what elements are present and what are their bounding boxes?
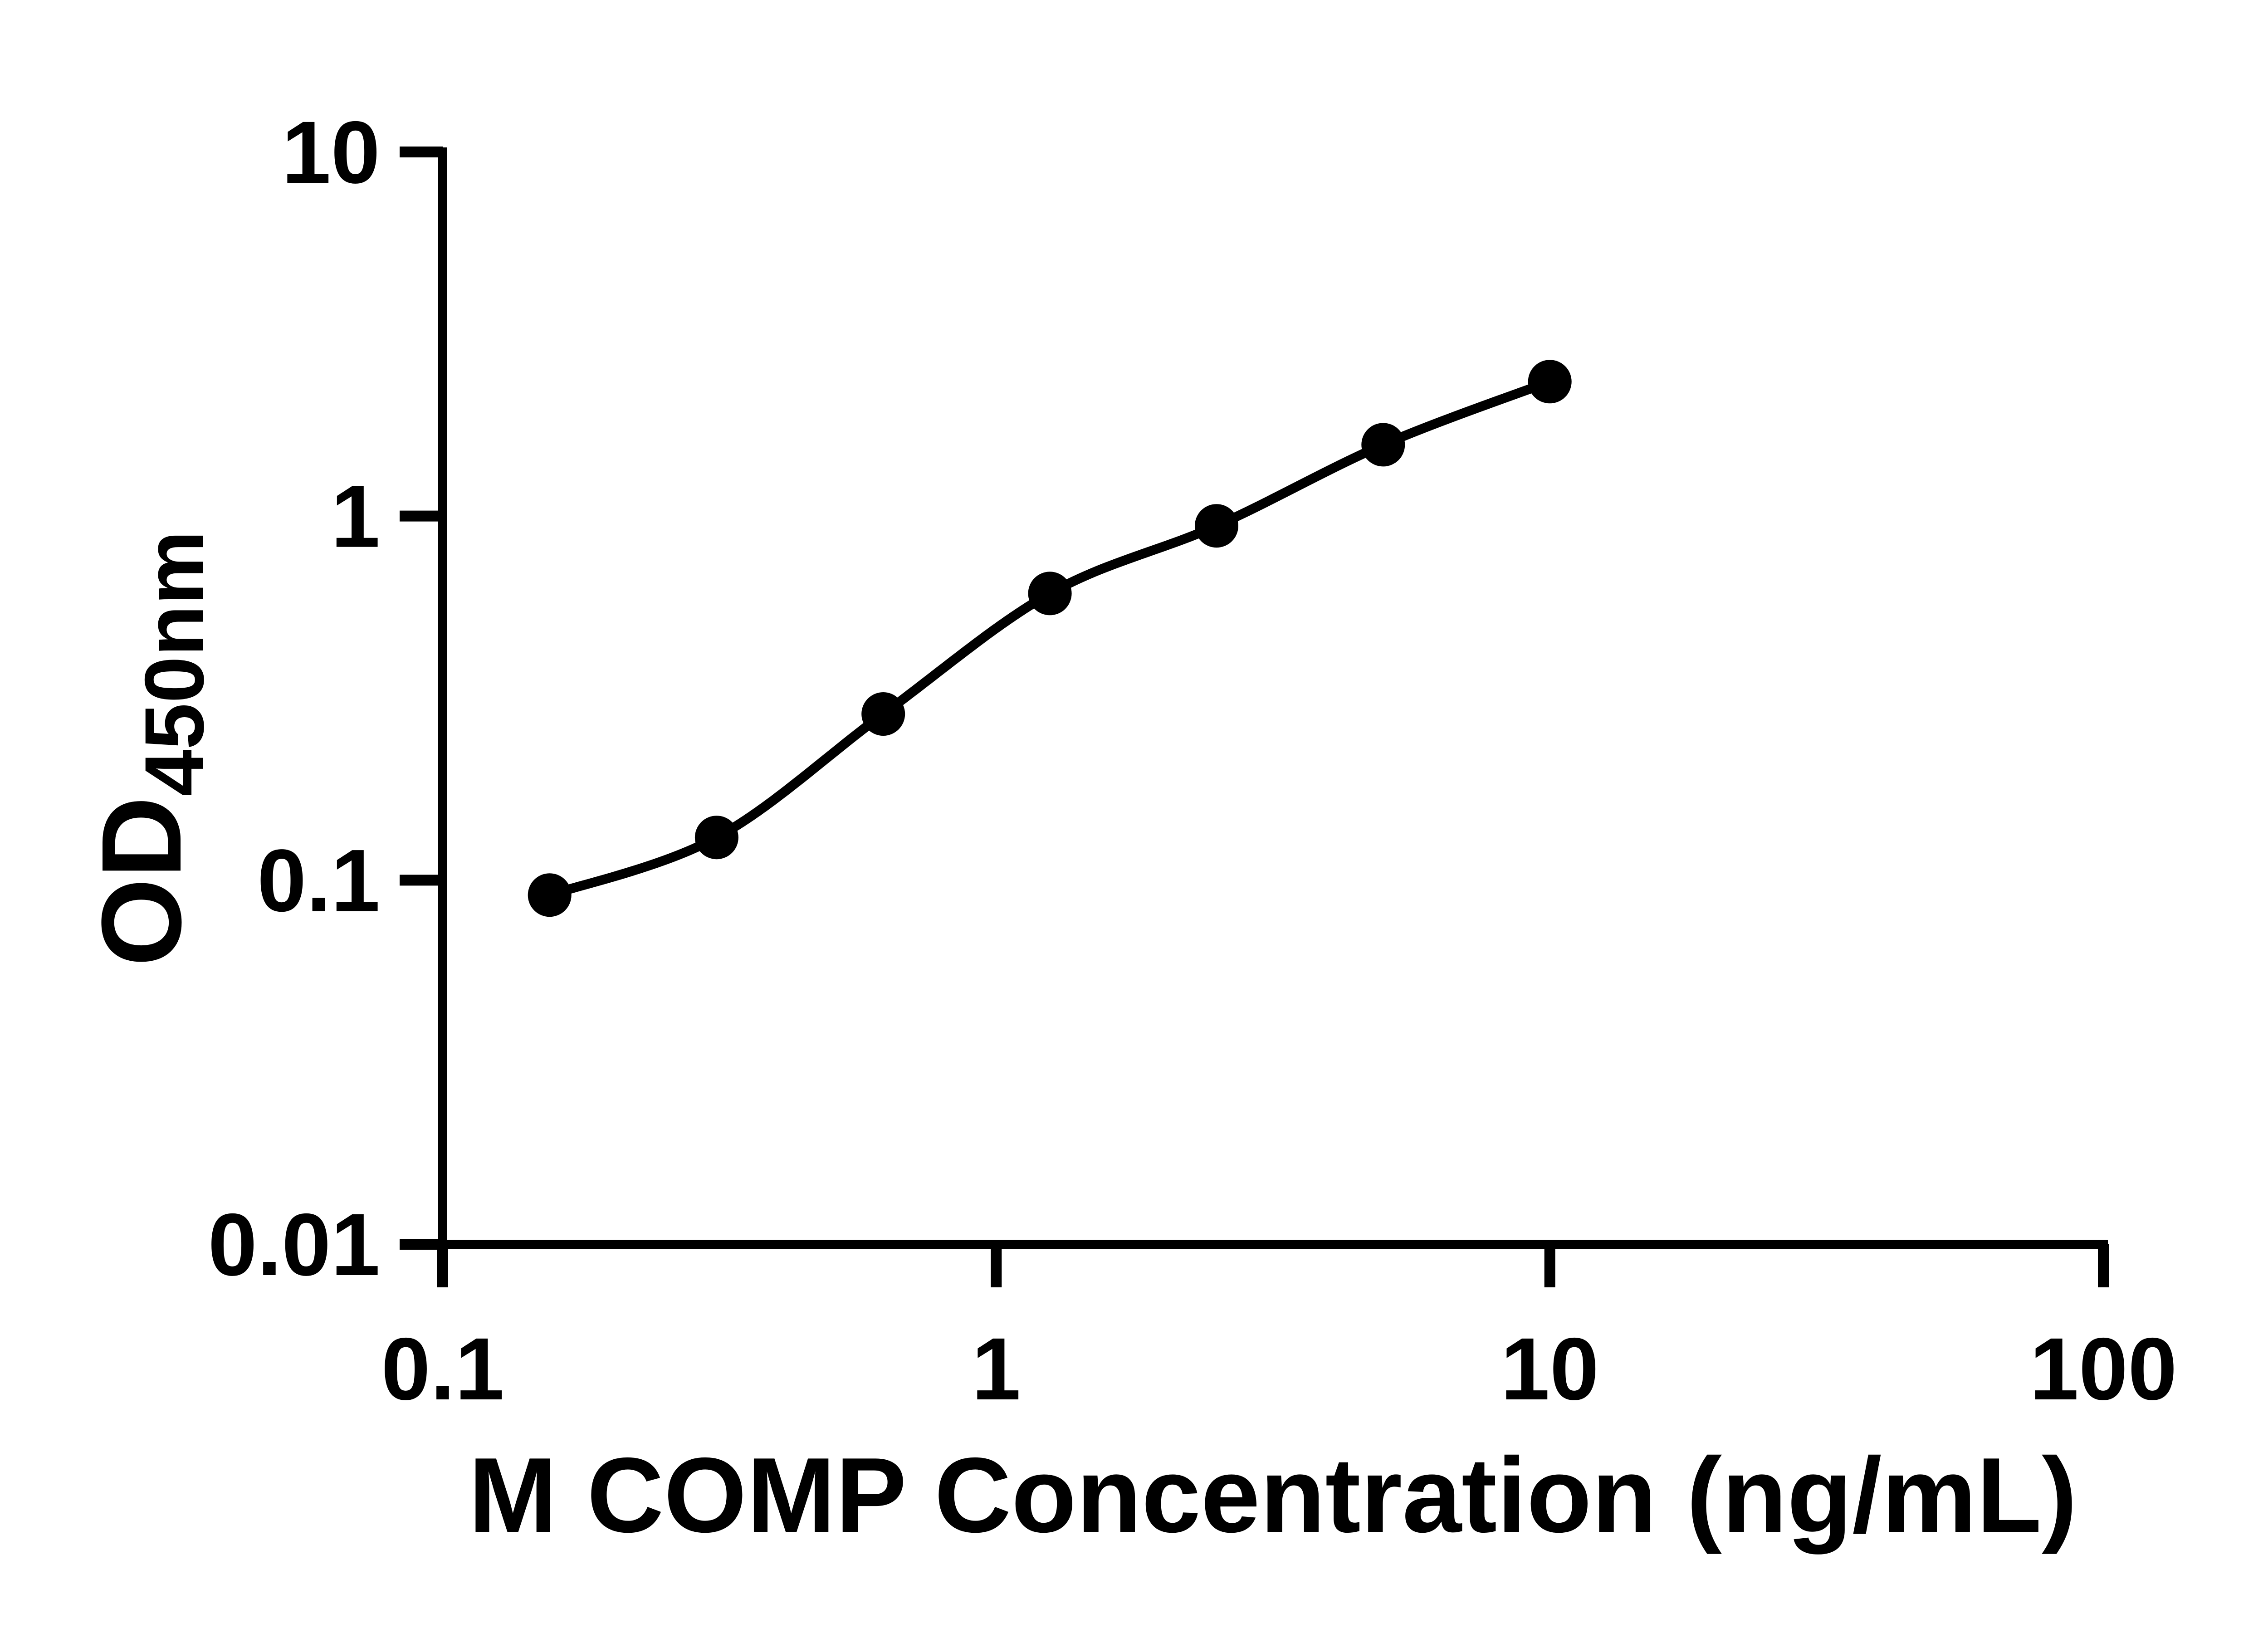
y-axis-title-main: OD [78,797,205,967]
x-axis-ticks [437,1244,2109,1287]
data-point [1028,572,1072,616]
y-tick-label: 0.1 [257,831,380,930]
y-axis-title-subscript: 450nm [128,530,221,796]
y-axis-title: OD450nm [78,530,221,966]
data-point [694,816,738,860]
data-point [1361,423,1405,467]
x-axis-tick-labels: 0.1 1 10 100 [381,1320,2177,1418]
data-point [1528,360,1572,404]
x-tick-label: 1 [972,1320,1021,1418]
data-point [1195,504,1238,548]
y-axis-tick-labels: 10 1 0.1 0.01 [208,103,380,1294]
y-tick-label: 0.01 [208,1195,380,1294]
y-tick-label: 1 [331,467,380,566]
y-axis-ticks [400,147,443,1250]
data-point [528,873,572,917]
x-tick-label: 100 [2029,1320,2177,1418]
y-tick-label: 10 [282,103,380,202]
x-tick-label: 10 [1501,1320,1599,1418]
x-tick-label: 0.1 [381,1320,504,1418]
x-axis-title: M COMP Concentration (ng/mL) [469,1435,2077,1555]
data-points [528,360,1572,917]
axes [438,147,2108,1249]
data-point [861,692,905,736]
